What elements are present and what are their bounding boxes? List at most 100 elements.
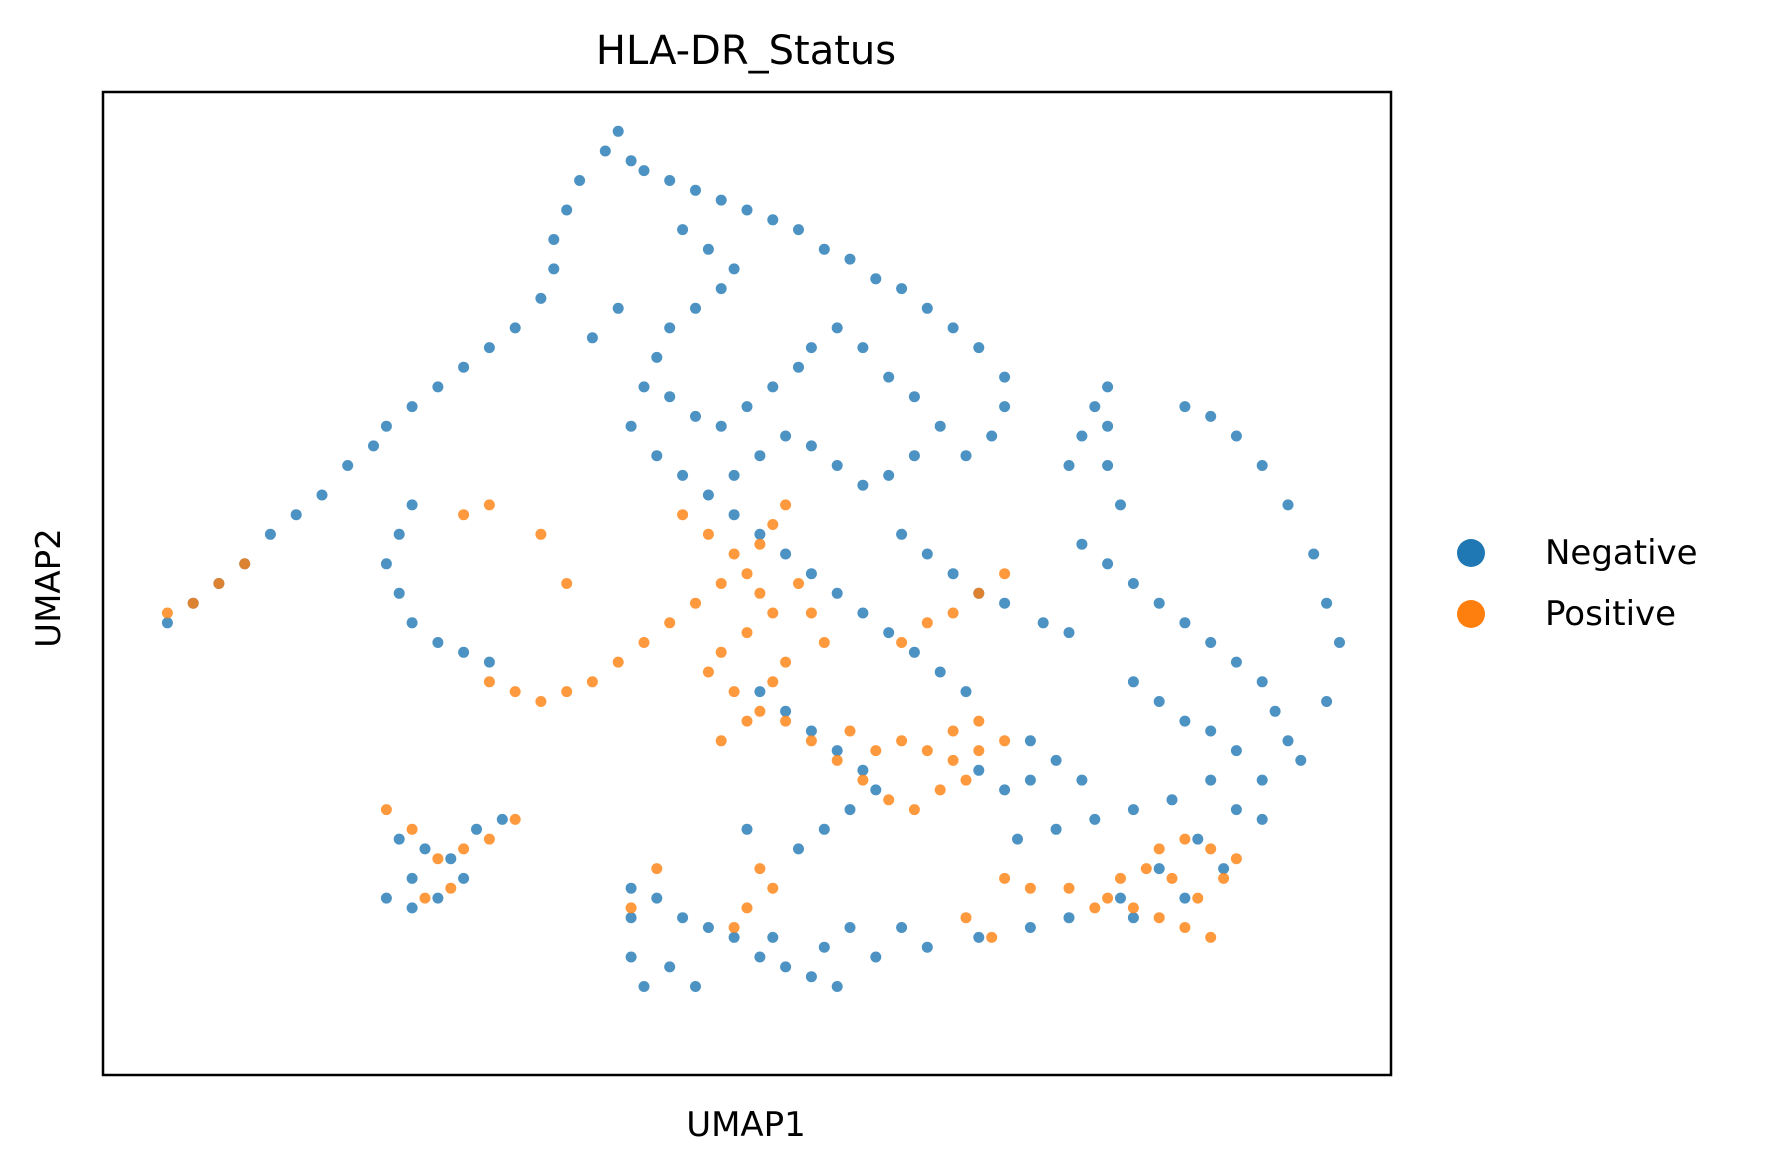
point-positive-20	[754, 705, 766, 717]
point-negative-113	[1256, 460, 1268, 471]
point-negative-62	[612, 302, 624, 314]
point-positive-44	[973, 745, 985, 757]
point-negative-21	[574, 175, 586, 186]
legend-label-negative: Negative	[1545, 533, 1698, 573]
point-negative-63	[586, 332, 598, 344]
point-negative-195	[973, 764, 985, 776]
point-negative-72	[831, 587, 843, 599]
point-positive-6	[638, 637, 650, 648]
point-positive-28	[960, 774, 972, 786]
point-positive-77	[625, 902, 637, 914]
point-negative-31	[380, 420, 392, 432]
legend-marker-negative	[1457, 539, 1485, 567]
point-positive-74	[767, 882, 779, 894]
point-negative-15	[947, 322, 959, 334]
chart-title: HLA-DR_Status	[596, 28, 896, 74]
point-positive-78	[651, 863, 663, 875]
point-positive-43	[947, 754, 959, 766]
point-positive-34	[818, 637, 830, 648]
point-negative-37	[715, 283, 727, 295]
point-negative-36	[728, 263, 740, 275]
point-positive-71	[960, 912, 972, 924]
point-negative-131	[1127, 804, 1139, 816]
point-negative-115	[1308, 548, 1320, 560]
point-negative-9	[793, 224, 804, 236]
point-negative-125	[1153, 696, 1165, 707]
point-positive-8	[586, 676, 598, 688]
point-negative-104	[1192, 833, 1204, 845]
point-negative-94	[1127, 578, 1139, 589]
point-negative-6	[715, 194, 727, 206]
point-negative-93	[1102, 558, 1114, 570]
point-positive-93	[535, 528, 547, 540]
point-negative-27	[483, 342, 495, 354]
point-positive-33	[805, 607, 817, 619]
point-positive-88	[187, 597, 199, 609]
point-negative-191	[1050, 754, 1062, 766]
point-negative-109	[973, 931, 985, 943]
point-positive-94	[561, 578, 573, 589]
point-positive-38	[715, 735, 727, 747]
point-negative-186	[844, 804, 856, 816]
point-positive-53	[1102, 892, 1114, 904]
point-negative-132	[1089, 813, 1101, 825]
point-positive-2	[728, 548, 740, 560]
point-positive-5	[664, 617, 676, 629]
legend-marker-positive	[1457, 600, 1485, 628]
point-negative-130	[1166, 794, 1178, 806]
point-positive-85	[445, 882, 457, 894]
point-negative-40	[651, 351, 663, 363]
point-positive-13	[741, 568, 753, 580]
point-positive-69	[1063, 882, 1075, 894]
point-negative-101	[1282, 735, 1294, 747]
point-negative-107	[1063, 912, 1075, 924]
point-negative-41	[638, 381, 650, 393]
point-negative-185	[870, 784, 882, 796]
point-negative-98	[1230, 656, 1242, 668]
point-negative-138	[393, 587, 405, 599]
point-negative-60	[754, 450, 766, 462]
point-negative-119	[1295, 754, 1307, 766]
point-negative-65	[651, 450, 663, 462]
point-negative-22	[561, 204, 573, 216]
point-negative-110	[1179, 401, 1191, 413]
point-negative-139	[406, 617, 418, 629]
point-negative-4	[664, 175, 676, 186]
point-negative-69	[754, 528, 766, 540]
legend-label-positive: Positive	[1545, 594, 1676, 634]
point-negative-16	[973, 342, 985, 354]
point-positive-64	[1205, 843, 1217, 855]
point-negative-116	[1321, 597, 1333, 609]
point-positive-70	[1089, 902, 1101, 914]
point-negative-38	[690, 302, 701, 314]
point-negative-75	[908, 646, 920, 658]
point-negative-50	[857, 342, 869, 354]
point-negative-47	[793, 361, 804, 373]
point-positive-27	[934, 784, 946, 796]
point-negative-83	[1037, 617, 1049, 629]
point-negative-43	[690, 410, 701, 422]
point-negative-73	[857, 607, 869, 619]
point-negative-57	[831, 460, 843, 471]
point-negative-162	[677, 912, 689, 924]
point-negative-153	[458, 872, 470, 884]
point-negative-159	[496, 813, 508, 825]
point-negative-7	[741, 204, 753, 216]
point-negative-53	[934, 420, 946, 432]
point-negative-35	[702, 243, 714, 255]
point-negative-79	[921, 548, 933, 560]
point-positive-63	[1230, 853, 1242, 865]
point-positive-41	[896, 735, 908, 747]
point-positive-1	[702, 528, 714, 540]
point-negative-71	[805, 568, 817, 580]
point-negative-165	[754, 951, 766, 963]
point-negative-108	[1024, 922, 1036, 933]
point-negative-86	[1076, 430, 1088, 442]
point-negative-32	[368, 440, 379, 452]
point-positive-92	[483, 499, 495, 511]
point-positive-54	[1127, 902, 1139, 914]
points-layer	[161, 125, 1345, 992]
point-negative-49	[831, 322, 843, 334]
point-positive-31	[754, 538, 766, 550]
